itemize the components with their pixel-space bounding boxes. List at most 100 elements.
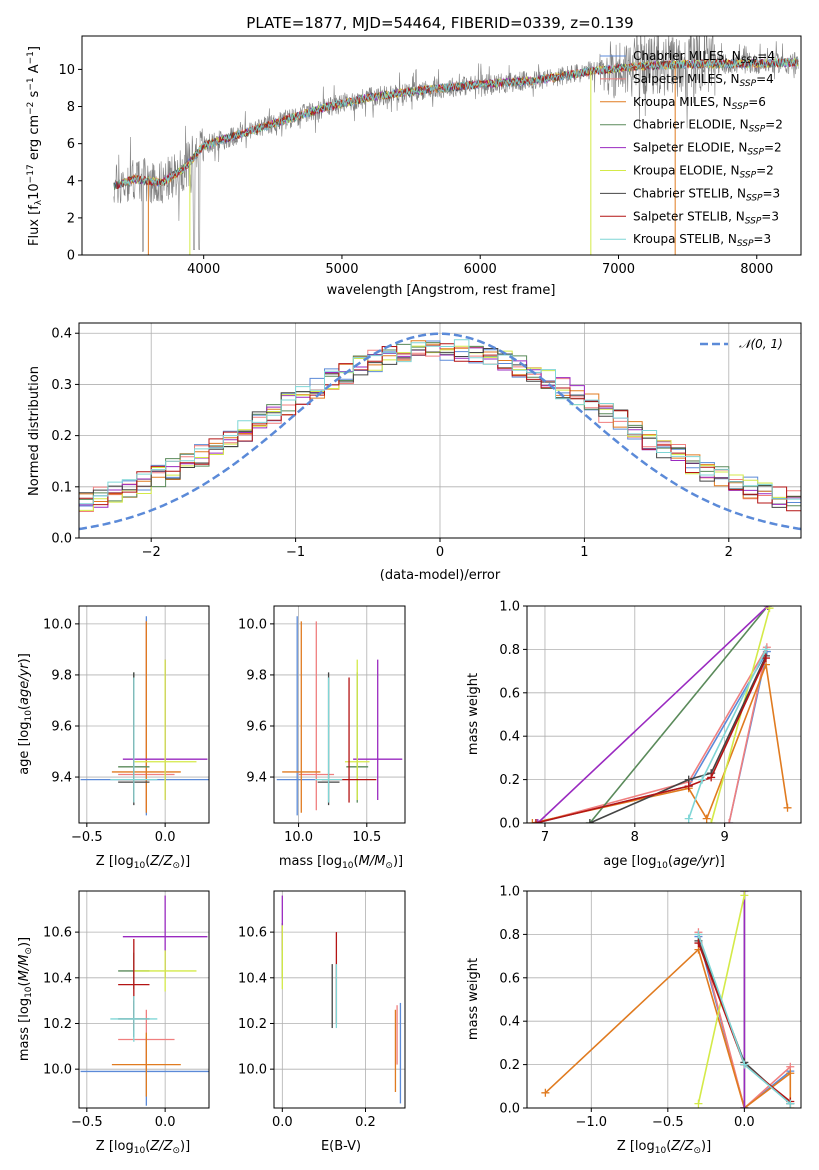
point-marker [783,803,792,812]
legend-entry: Salpeter ELODIE, NSSP=2 [633,141,782,158]
legend-entry: Kroupa ELODIE, NSSP=2 [633,164,774,181]
mass-weight-line [687,649,767,819]
x-axis-label: mass [log10(M/M⊙)] [279,854,403,871]
y-tick-label: 9.8 [51,668,72,683]
y-axis-label: Normed distribution [27,366,42,496]
y-tick-label: 10.0 [238,617,267,632]
mass-weight-line [589,606,769,823]
y-tick-label: 10.0 [238,1063,267,1078]
legend-entry: Kroupa MILES, NSSP=6 [633,95,766,112]
axes-mass_vs_Z: −0.5 0.0 10.0 10.2 10.4 10.6 [43,890,210,1130]
mass-weight-line [537,606,769,823]
plot-area-age_vs_mass [276,616,403,816]
histogram-step-line [79,345,801,511]
point-marker [707,773,716,782]
x-tick-label: 4000 [187,262,220,277]
x-tick-label: 9 [720,830,728,845]
y-tick-label: 10.4 [43,971,72,986]
x-tick-label: 5000 [325,262,358,277]
y-tick-label: 0.2 [51,429,72,444]
y-tick-label: 0.0 [499,1102,520,1117]
y-tick-label: 1.0 [499,885,520,900]
x-tick-label: 7000 [602,262,635,277]
y-tick-label: 4 [67,174,75,189]
y-axis-label: mass weight [466,673,481,755]
histogram-step-line [79,339,801,505]
x-tick-label: −2 [142,545,161,560]
y-tick-label: 1.0 [499,600,520,615]
y-tick-label: 10.6 [43,926,72,941]
y-tick-label: 2 [67,211,75,226]
y-tick-label: 0.8 [499,643,520,658]
point-marker [684,782,693,791]
y-tick-label: 10.2 [43,1017,72,1032]
axes-spectrum: 4000 5000 6000 7000 8000 0 2 4 6 8 10 [58,35,802,277]
y-axis-label: mass weight [466,958,481,1040]
x-axis-label: Z [log10(Z/Z⊙)] [617,1139,711,1156]
x-tick-label: 8 [631,830,639,845]
y-tick-label: 10.6 [238,926,267,941]
x-tick-label: 0.0 [734,1115,755,1130]
y-tick-label: 8 [67,100,75,115]
point-marker [761,645,770,654]
axes-frame [526,605,802,824]
axes-massweight_vs_Z: −1.0 −0.5 0.0 0.0 0.2 0.4 0.6 0.8 1.0 [499,885,802,1130]
point-marker [765,606,774,613]
point-marker [694,930,703,939]
histogram-step-line [79,343,801,512]
mass-weight-line [544,948,792,1108]
point-marker [528,819,537,823]
point-marker [761,654,770,663]
y-tick-label: 9.8 [246,668,267,683]
plot-area-age_vs_Z [80,616,209,816]
y-tick-label: 10.4 [238,971,267,986]
x-axis-label: age [log10(age/yr)] [603,854,725,871]
point-marker [740,891,749,900]
plot-area-massweight_vs_age [528,606,792,823]
y-axis-label: Flux [fλ10−17 erg cm−2 s−1 A−1] [26,46,44,246]
axes-frame [78,605,210,824]
axes-residual_hist: −2 −1 0 1 2 0.0 0.1 0.2 0.3 0.4 [51,322,802,560]
y-tick-label: 10.2 [238,1017,267,1032]
y-tick-label: 9.4 [51,771,72,786]
x-tick-label: 0 [436,545,444,560]
point-marker [740,1104,749,1108]
legend-entry: Chabrier ELODIE, NSSP=2 [633,118,783,135]
y-tick-label: 0.6 [499,971,520,986]
y-tick-label: 9.6 [246,719,267,734]
axes-age_vs_mass: 10.0 10.5 9.4 9.6 9.8 10.0 [238,605,406,845]
x-tick-label: −0.5 [71,830,103,845]
y-tick-label: 10 [58,63,75,78]
point-marker [533,819,542,823]
axes-frame [273,890,406,1109]
y-tick-label: 0.4 [499,1015,520,1030]
x-tick-label: −0.5 [652,1115,684,1130]
point-marker [541,1088,550,1097]
y-tick-label: 0.1 [51,480,72,495]
y-tick-label: 0.8 [499,928,520,943]
x-tick-label: 10.0 [284,830,313,845]
legend-entry: Chabrier MILES, NSSP=4 [633,49,775,66]
legend: 𝒩(0, 1) [700,337,783,351]
axes-frame [526,890,802,1109]
mass-weight-line [532,661,789,823]
y-axis-label: age [log10(age/yr)] [17,653,34,775]
legend-entry: Salpeter STELIB, NSSP=3 [633,209,779,226]
point-marker [698,775,707,784]
y-tick-label: 9.6 [51,719,72,734]
mass-weight-line [589,655,767,823]
y-tick-label: 0.6 [499,686,520,701]
mass-weight-line [535,646,768,823]
point-marker [531,819,540,823]
y-tick-label: 9.4 [246,771,267,786]
y-tick-label: 0.3 [51,378,72,393]
axes-massweight_vs_age: 7 8 9 0.0 0.2 0.4 0.6 0.8 1.0 [499,600,802,845]
histogram-step-line [79,348,801,508]
y-tick-label: 6 [67,137,75,152]
y-tick-label: 0.4 [51,327,72,342]
plot-area-residual_hist [79,332,801,531]
y-tick-label: 0.0 [51,532,72,547]
x-tick-label: 8000 [740,262,773,277]
x-tick-label: −1.0 [576,1115,608,1130]
x-tick-label: 0.2 [355,1115,376,1130]
